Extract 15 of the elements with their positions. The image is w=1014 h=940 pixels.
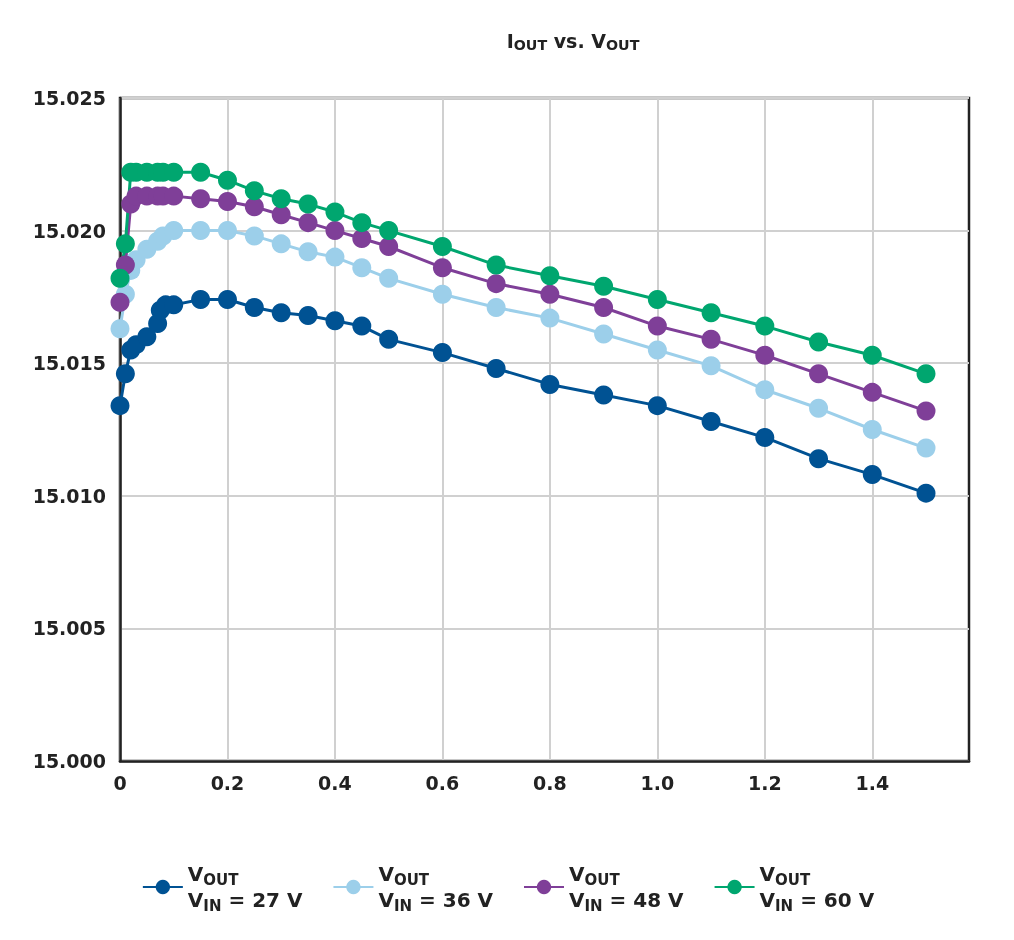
y-tick-label: 15.010 <box>32 484 106 507</box>
y-tick-label: 15.005 <box>32 617 106 640</box>
x-tick-label: 0 <box>113 771 127 794</box>
x-tick-label: 0.2 <box>210 771 245 794</box>
y-tick-label: 15.020 <box>32 219 106 242</box>
x-tick-label: 1.0 <box>640 771 675 794</box>
x-tick-label: 0.4 <box>318 771 352 794</box>
x-tick-label: 1.2 <box>747 771 782 794</box>
y-tick-label: 15.000 <box>32 750 106 772</box>
x-tick-label: 0.8 <box>533 771 567 794</box>
y-tick-label: 15.015 <box>32 352 106 375</box>
x-tick-label: 0.6 <box>425 771 460 794</box>
chart-title: IOUT vs. VOUT <box>506 30 640 53</box>
y-tick-label: 15.025 <box>32 87 106 109</box>
x-tick-label: 1.4 <box>855 771 890 794</box>
